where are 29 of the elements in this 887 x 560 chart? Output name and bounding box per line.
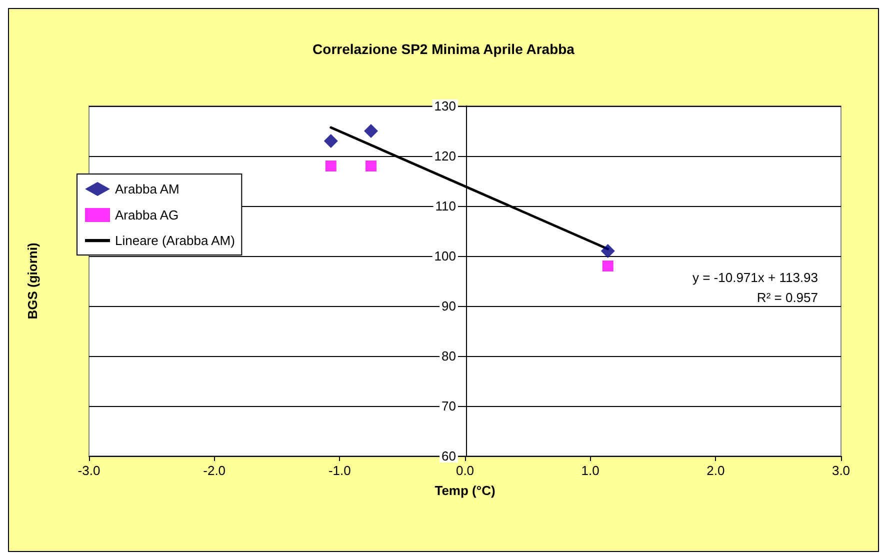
x-tick-label: 0.0 bbox=[456, 463, 474, 478]
y-tick-label: 100 bbox=[434, 248, 456, 264]
point bbox=[600, 244, 615, 258]
x-tick-label: -3.0 bbox=[78, 463, 100, 478]
x-tick-label: 1.0 bbox=[581, 463, 600, 478]
x-tick-label: -1.0 bbox=[328, 463, 351, 478]
x-tick-label: 2.0 bbox=[706, 463, 725, 478]
x-axis-title: Temp (°C) bbox=[434, 483, 496, 498]
y-tick-label: 120 bbox=[434, 148, 456, 164]
y-tick-label: 80 bbox=[442, 348, 456, 364]
y-tick-label: 70 bbox=[442, 398, 456, 414]
y-tick-label: 60 bbox=[442, 448, 456, 464]
y-tick-label: 110 bbox=[435, 198, 456, 214]
point bbox=[364, 124, 378, 138]
chart-title: Correlazione SP2 Minima Aprile Arabba bbox=[312, 41, 575, 57]
x-tick-label: 3.0 bbox=[832, 463, 850, 478]
y-axis-title: BGS (giorni) bbox=[25, 242, 40, 320]
legend-label: Lineare (Arabba AM) bbox=[115, 233, 235, 248]
annotation: y = -10.971x + 113.93 bbox=[692, 270, 818, 285]
point bbox=[602, 260, 614, 272]
y-tick-label: 90 bbox=[442, 298, 456, 314]
legend-label: Arabba AG bbox=[115, 208, 179, 222]
point bbox=[324, 134, 338, 148]
point bbox=[366, 160, 376, 172]
legend-label: Arabba AM bbox=[115, 182, 180, 196]
annotation: R² = 0.957 bbox=[756, 290, 818, 305]
point bbox=[325, 160, 336, 172]
y-tick-label: 130 bbox=[434, 98, 456, 114]
x-tick-label: -2.0 bbox=[203, 463, 226, 478]
